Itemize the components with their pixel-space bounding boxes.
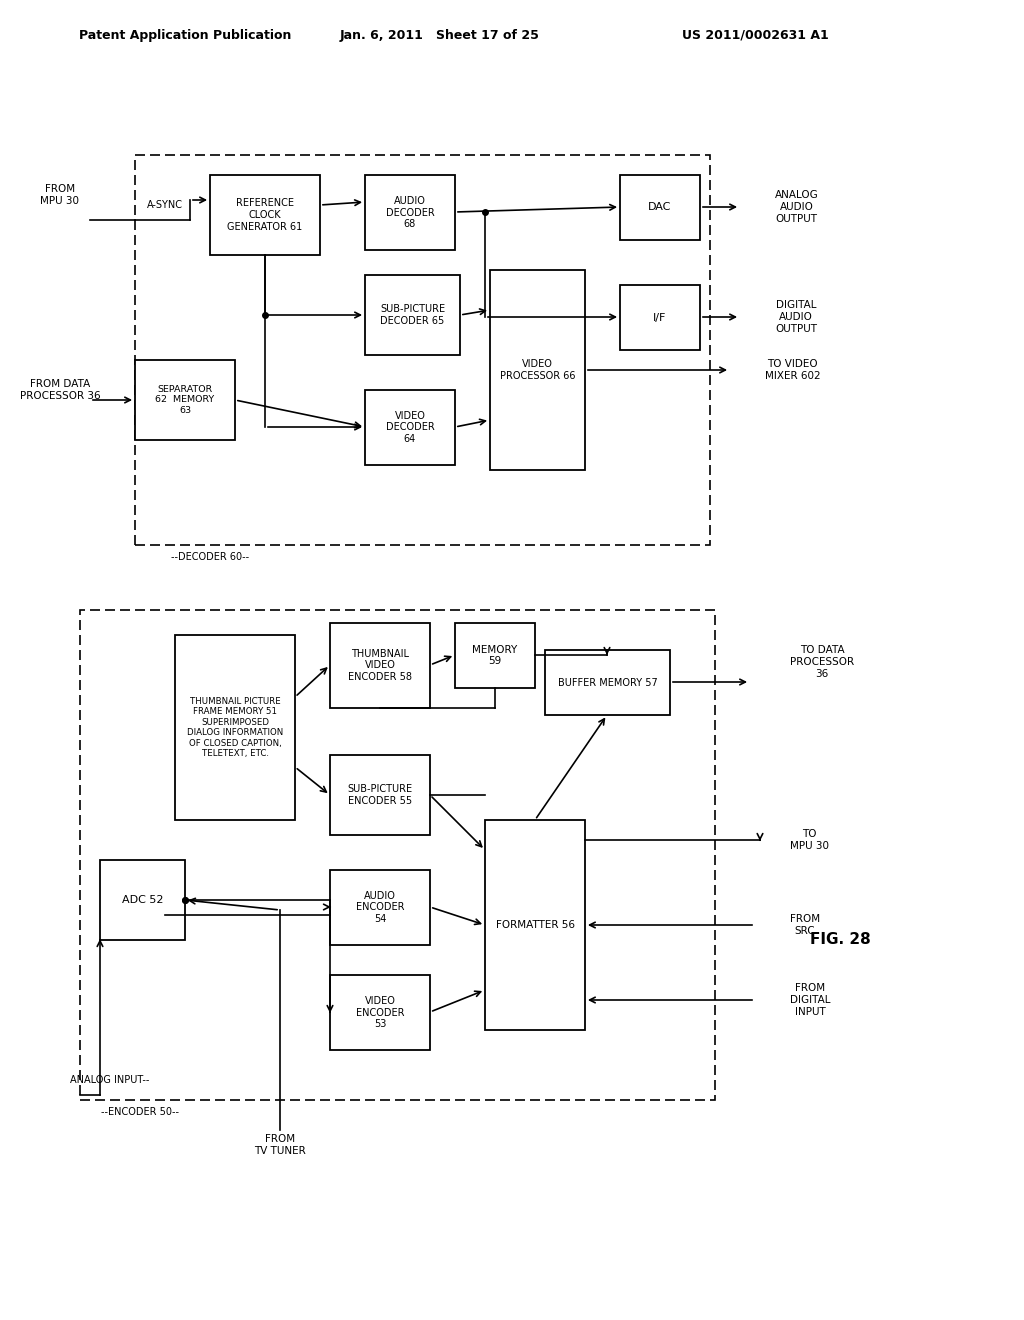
Text: --DECODER 60--: --DECODER 60-- [171,552,249,562]
Bar [135,360,234,440]
Bar [455,623,535,688]
Text: FROM
DIGITAL
INPUT: FROM DIGITAL INPUT [790,983,830,1016]
Text: AUDIO
ENCODER
54: AUDIO ENCODER 54 [355,891,404,924]
Text: FORMATTER 56: FORMATTER 56 [496,920,574,931]
Bar [620,176,700,240]
Text: SEPARATOR
62  MEMORY
63: SEPARATOR 62 MEMORY 63 [156,385,215,414]
Text: ADC 52: ADC 52 [122,895,163,906]
Text: --ENCODER 50--: --ENCODER 50-- [101,1107,179,1117]
Bar [330,870,430,945]
Bar [485,820,585,1030]
Text: MEMORY
59: MEMORY 59 [472,644,517,667]
Text: REFERENCE
CLOCK
GENERATOR 61: REFERENCE CLOCK GENERATOR 61 [227,198,303,231]
Bar [490,271,585,470]
Text: TO VIDEO
MIXER 602: TO VIDEO MIXER 602 [765,359,820,380]
Text: TO
MPU 30: TO MPU 30 [790,829,829,851]
Bar [330,755,430,836]
Text: VIDEO
DECODER
64: VIDEO DECODER 64 [386,411,434,444]
Text: TO DATA
PROCESSOR
36: TO DATA PROCESSOR 36 [790,645,854,678]
Text: AUDIO
DECODER
68: AUDIO DECODER 68 [386,195,434,230]
Text: FROM
TV TUNER: FROM TV TUNER [254,1134,306,1156]
Bar [330,623,430,708]
Text: SUB-PICTURE
ENCODER 55: SUB-PICTURE ENCODER 55 [347,784,413,805]
Text: Jan. 6, 2011   Sheet 17 of 25: Jan. 6, 2011 Sheet 17 of 25 [340,29,540,41]
Bar [210,176,319,255]
Text: SUB-PICTURE
DECODER 65: SUB-PICTURE DECODER 65 [380,304,445,326]
Text: VIDEO
PROCESSOR 66: VIDEO PROCESSOR 66 [500,359,575,380]
Text: ANALOG
AUDIO
OUTPUT: ANALOG AUDIO OUTPUT [775,190,819,223]
Bar [365,389,455,465]
Text: THUMBNAIL
VIDEO
ENCODER 58: THUMBNAIL VIDEO ENCODER 58 [348,649,412,682]
Text: DIGITAL
AUDIO
OUTPUT: DIGITAL AUDIO OUTPUT [775,301,817,334]
Bar [330,975,430,1049]
Text: FROM
SRC: FROM SRC [790,915,820,936]
Text: VIDEO
ENCODER
53: VIDEO ENCODER 53 [355,995,404,1030]
Text: Patent Application Publication: Patent Application Publication [79,29,291,41]
Bar [100,861,185,940]
Text: FIG. 28: FIG. 28 [810,932,870,948]
Text: US 2011/0002631 A1: US 2011/0002631 A1 [682,29,828,41]
Bar [135,154,710,545]
Bar [365,275,460,355]
Bar [620,285,700,350]
Text: THUMBNAIL PICTURE
FRAME MEMORY 51
SUPERIMPOSED
DIALOG INFORMATION
OF CLOSED CAPT: THUMBNAIL PICTURE FRAME MEMORY 51 SUPERI… [186,697,283,758]
Text: ANALOG INPUT--: ANALOG INPUT-- [70,1074,150,1085]
Text: DAC: DAC [648,202,672,213]
Text: FROM
MPU 30: FROM MPU 30 [41,185,80,206]
Bar [175,635,295,820]
Bar [365,176,455,249]
Bar [545,649,670,715]
Text: FROM DATA
PROCESSOR 36: FROM DATA PROCESSOR 36 [19,379,100,401]
Bar [80,610,715,1100]
Text: BUFFER MEMORY 57: BUFFER MEMORY 57 [558,677,657,688]
Text: I/F: I/F [653,313,667,322]
Text: A-SYNC: A-SYNC [147,201,183,210]
